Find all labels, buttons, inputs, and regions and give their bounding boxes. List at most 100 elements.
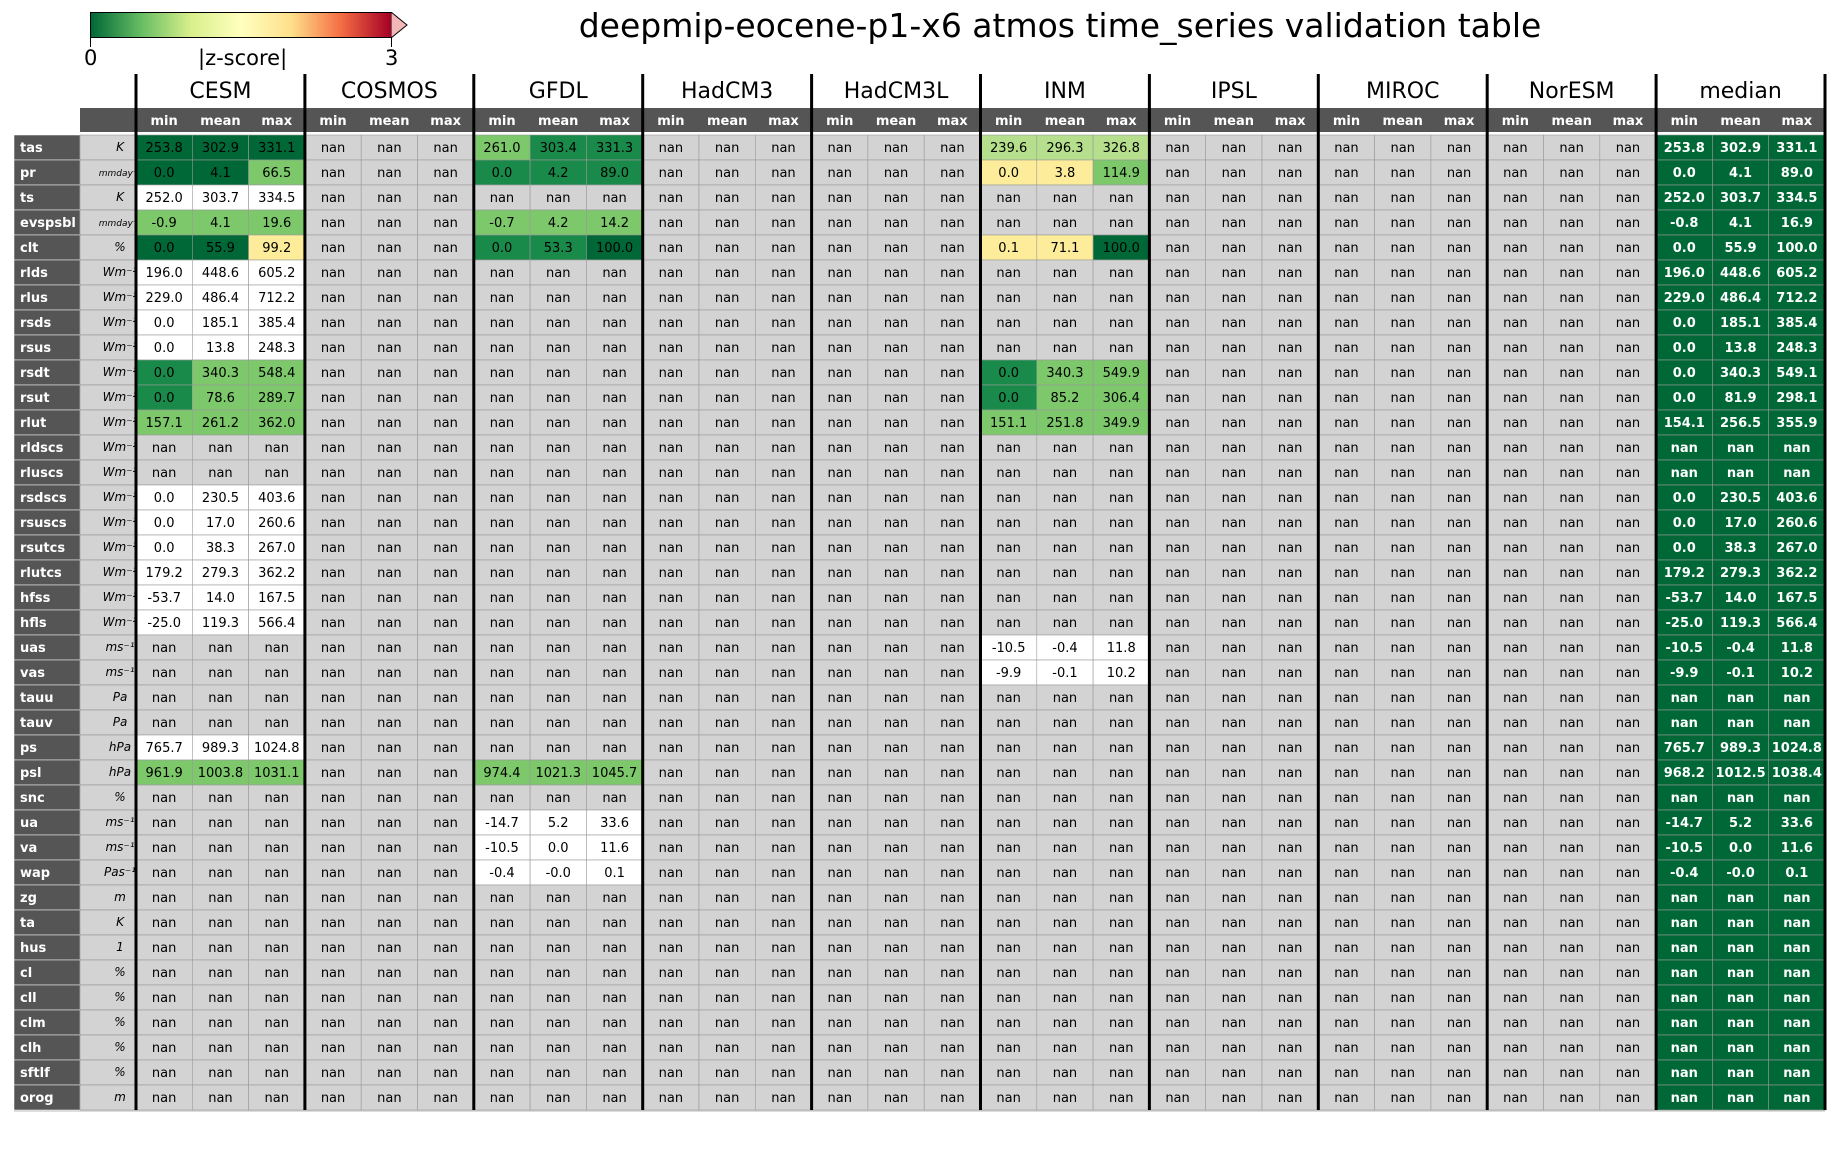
table-cell: [1768, 1084, 1826, 1111]
cell-value: nan: [1053, 816, 1077, 831]
cell-value: 0.0: [1673, 516, 1696, 531]
cell-value: nan: [1334, 666, 1358, 681]
cell-value: nan: [1334, 591, 1358, 606]
cell-value: nan: [996, 216, 1020, 231]
cell-value: nan: [1053, 516, 1077, 531]
table-cell: [586, 209, 644, 236]
cell-value: nan: [433, 266, 457, 281]
table-cell: [980, 434, 1038, 461]
table-cell: [192, 484, 249, 511]
table-cell: [1712, 834, 1770, 861]
table-cell: [980, 709, 1038, 736]
subheader-max: max: [1106, 114, 1137, 129]
table-cell: [135, 134, 193, 161]
table-cell: [1149, 309, 1207, 336]
cell-value: nan: [1671, 791, 1698, 806]
table-cell: [642, 884, 700, 911]
cell-value: nan: [1222, 1016, 1246, 1031]
table-cell: [1599, 884, 1657, 911]
cell-value: nan: [1503, 991, 1527, 1006]
cell-value: 5.2: [1729, 816, 1752, 831]
row-label-clt: clt: [20, 241, 38, 256]
table-cell: [304, 484, 362, 511]
cell-value: nan: [321, 616, 345, 631]
subheader-mean: mean: [1383, 114, 1423, 129]
cell-value: nan: [1222, 966, 1246, 981]
cell-value: nan: [1222, 316, 1246, 331]
cell-value: nan: [433, 516, 457, 531]
row-label-cell: [13, 959, 81, 986]
cell-value: nan: [546, 541, 570, 556]
cell-value: nan: [602, 541, 626, 556]
table-cell: [811, 159, 869, 186]
cell-value: nan: [1727, 1091, 1754, 1106]
cell-value: nan: [1334, 266, 1358, 281]
subheader-min: min: [1333, 114, 1360, 129]
cell-value: nan: [1278, 791, 1302, 806]
cell-value: nan: [1165, 416, 1189, 431]
table-cell: [1430, 809, 1488, 836]
table-cell: [135, 509, 193, 536]
cell-value: -0.7: [489, 216, 514, 231]
subheader-bar-ipsl: [1149, 108, 1319, 132]
table-cell: [1036, 159, 1094, 186]
table-cell: [586, 934, 644, 961]
table-cell: [1205, 734, 1263, 761]
cell-value: nan: [1616, 716, 1640, 731]
table-cell: [1374, 284, 1432, 311]
cell-value: nan: [828, 816, 852, 831]
table-cell: [529, 984, 587, 1011]
table-cell: [417, 284, 475, 311]
cell-value: nan: [1109, 941, 1133, 956]
table-cell: [923, 334, 981, 361]
cell-value: nan: [1391, 1091, 1415, 1106]
cell-value: nan: [1559, 666, 1583, 681]
cell-value: nan: [659, 466, 683, 481]
table-cell: [1430, 659, 1488, 686]
row-label-rsdt: rsdt: [20, 366, 50, 381]
table-cell: [1092, 734, 1150, 761]
table-cell: [1318, 159, 1375, 186]
cell-value: nan: [208, 1041, 232, 1056]
cell-value: nan: [1222, 141, 1246, 156]
table-cell: [754, 484, 812, 511]
cell-value: nan: [771, 491, 795, 506]
cell-value: nan: [1222, 1091, 1246, 1106]
table-cell: [867, 534, 925, 561]
cell-value: nan: [940, 241, 964, 256]
table-cell: [1092, 434, 1150, 461]
group-header-hadcm3: HadCM3: [681, 79, 773, 104]
table-cell: [1486, 584, 1544, 611]
row-label-ta: ta: [20, 916, 35, 931]
cell-value: nan: [1053, 266, 1077, 281]
cell-value: nan: [490, 716, 514, 731]
group-header-noresm: NorESM: [1529, 79, 1615, 104]
unit-label-rlus: Wm⁻²: [103, 290, 138, 304]
table-cell: [1092, 1059, 1150, 1086]
cell-value: nan: [1334, 216, 1358, 231]
cell-value: nan: [1109, 1016, 1133, 1031]
cell-value: nan: [884, 341, 908, 356]
cell-value: nan: [1447, 766, 1471, 781]
cell-value: nan: [1391, 416, 1415, 431]
table-cell: [1092, 334, 1150, 361]
cell-value: nan: [996, 1016, 1020, 1031]
cell-value: nan: [771, 291, 795, 306]
cell-value: nan: [1616, 866, 1640, 881]
cell-value: nan: [377, 141, 401, 156]
cell-value: nan: [715, 441, 739, 456]
colorbar: 0 |z-score| 3: [84, 12, 430, 82]
cell-value: nan: [659, 1041, 683, 1056]
cell-value: nan: [771, 816, 795, 831]
table-cell: [360, 459, 418, 486]
cell-value: nan: [1503, 891, 1527, 906]
row-label-rlus: rlus: [20, 291, 48, 306]
table-cell: [754, 434, 812, 461]
cell-value: nan: [1447, 216, 1471, 231]
cell-value: nan: [321, 841, 345, 856]
cell-value: 14.2: [600, 216, 629, 231]
cell-value: nan: [1334, 191, 1358, 206]
cell-value: nan: [996, 266, 1020, 281]
table-cell: [1712, 784, 1770, 811]
table-cell: [1205, 909, 1263, 936]
